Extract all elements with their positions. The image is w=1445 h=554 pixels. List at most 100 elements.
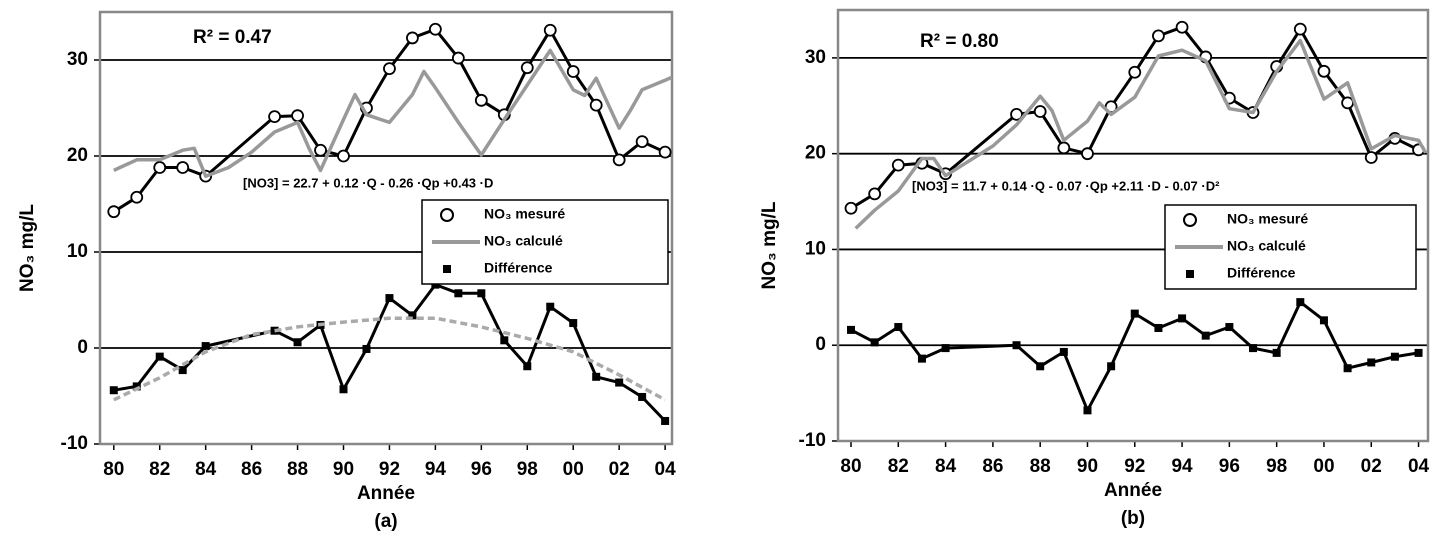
point-marker — [1107, 362, 1116, 371]
legend-label: Différence — [1227, 265, 1296, 281]
point-marker — [543, 23, 557, 37]
point-marker — [844, 201, 858, 215]
plot-frame — [98, 10, 674, 446]
point-marker — [408, 311, 417, 320]
x-tick-label: 88 — [287, 459, 308, 480]
point-marker — [178, 366, 187, 375]
x-tick-label: 82 — [888, 456, 909, 477]
point-marker — [917, 354, 926, 363]
point-marker — [1152, 29, 1165, 43]
point-marker — [1272, 348, 1281, 357]
point-marker — [451, 51, 465, 65]
point-marker — [658, 145, 672, 159]
point-marker — [1364, 151, 1378, 164]
point-marker — [1317, 64, 1331, 78]
point-marker — [201, 342, 210, 351]
x-tick-label: 84 — [195, 459, 217, 480]
x-tick-label: 90 — [1077, 456, 1098, 477]
point-marker — [1010, 107, 1023, 121]
point-marker — [1414, 348, 1423, 357]
point-marker — [1341, 96, 1354, 110]
point-marker — [130, 190, 144, 204]
x-tick-label: 00 — [1313, 456, 1334, 477]
point-marker — [362, 344, 371, 353]
equation: [NO3] = 22.7 + 0.12 ·Q - 0.26 ·Qp +0.43 … — [243, 175, 493, 190]
y-tick-label: 20 — [67, 145, 88, 166]
x-tick-label: 80 — [103, 459, 124, 480]
point-marker — [314, 143, 327, 157]
point-marker — [615, 378, 624, 387]
x-tick-label: 02 — [609, 459, 630, 480]
y-tick-label: -10 — [61, 433, 88, 454]
series-line — [850, 300, 1419, 412]
x-tick-label: 94 — [425, 459, 447, 480]
legend-label: Différence — [484, 260, 553, 276]
x-tick-label: 00 — [563, 459, 584, 480]
point-marker — [109, 386, 118, 395]
series-line — [113, 48, 673, 178]
x-tick-label: 92 — [1124, 456, 1145, 477]
point-marker — [1390, 352, 1399, 361]
point-marker — [566, 65, 580, 78]
point-marker — [428, 22, 442, 36]
point-marker — [385, 294, 394, 303]
x-tick-label: 02 — [1361, 456, 1382, 477]
y-tick-label: 30 — [805, 47, 826, 68]
x-tick-label: 86 — [241, 459, 262, 480]
x-axis-label: Année — [1104, 480, 1162, 501]
panel-label: (b) — [1121, 508, 1145, 529]
y-tick-label: 10 — [805, 238, 826, 259]
series-line — [113, 316, 666, 402]
point-marker — [474, 93, 488, 107]
legend-label: NO₃ mesuré — [484, 206, 565, 222]
annotation: R² = 0.80 — [920, 31, 999, 52]
point-marker — [1296, 298, 1305, 307]
point-marker — [1343, 364, 1352, 373]
point-marker — [1033, 105, 1047, 118]
y-axis-label: NO₃ mg/L — [759, 201, 780, 289]
point-marker — [638, 392, 647, 401]
point-marker — [589, 98, 603, 112]
point-marker — [612, 153, 626, 167]
point-marker — [1083, 406, 1092, 415]
series-line — [113, 283, 667, 423]
point-marker — [1057, 141, 1071, 155]
plot-frame — [836, 8, 1430, 443]
point-marker — [520, 61, 534, 75]
point-marker — [132, 382, 141, 391]
point-marker — [868, 187, 882, 201]
panel-label: (a) — [374, 511, 397, 532]
legend-label: NO₃ calculé — [484, 233, 563, 249]
series-line — [854, 38, 1428, 230]
point-marker — [847, 325, 856, 334]
point-marker — [870, 338, 879, 347]
y-tick-label: 20 — [805, 143, 826, 164]
point-marker — [291, 109, 304, 123]
x-tick-label: 80 — [840, 456, 861, 477]
point-marker — [1319, 316, 1328, 325]
point-marker — [523, 362, 532, 371]
x-tick-label: 84 — [935, 456, 957, 477]
x-tick-label: 82 — [149, 459, 170, 480]
point-marker — [1012, 341, 1021, 350]
point-marker — [635, 135, 649, 149]
point-marker — [153, 161, 167, 174]
point-marker — [1175, 20, 1189, 34]
x-tick-label: 96 — [471, 459, 492, 480]
x-tick-label: 04 — [655, 459, 677, 480]
point-marker — [176, 161, 190, 174]
x-tick-label: 98 — [1266, 456, 1287, 477]
point-marker — [339, 385, 348, 394]
y-tick-label: 10 — [67, 241, 88, 262]
y-tick-label: -10 — [799, 430, 826, 451]
point-marker — [293, 338, 302, 347]
point-marker — [941, 344, 950, 353]
annotation: R² = 0.47 — [193, 27, 272, 48]
point-marker — [894, 323, 903, 332]
point-marker — [337, 149, 350, 163]
point-marker — [1201, 331, 1210, 340]
legend-marker — [1183, 213, 1197, 227]
x-tick-label: 94 — [1171, 456, 1193, 477]
y-tick-label: 0 — [77, 337, 88, 358]
point-marker — [1130, 309, 1139, 318]
